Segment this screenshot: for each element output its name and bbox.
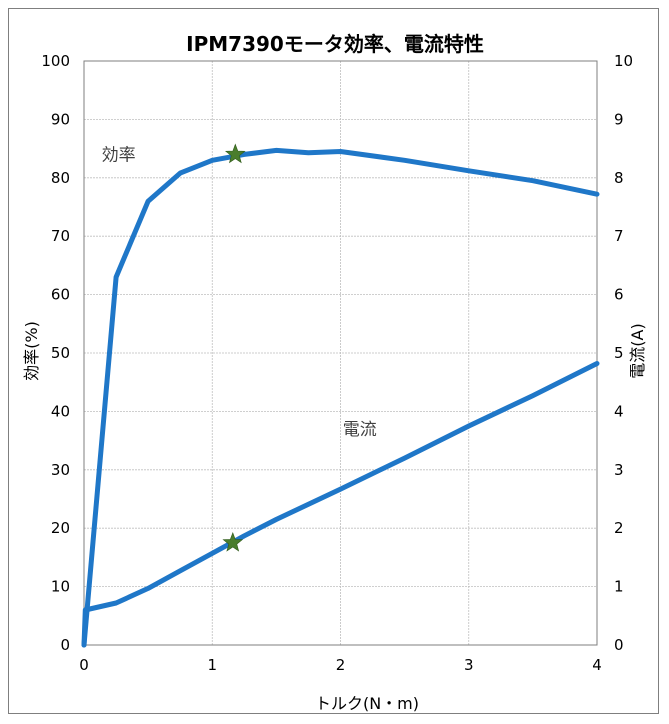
chart-title: IPM7390モータ効率、電流特性 [186, 32, 484, 56]
axes [83, 60, 598, 646]
x-tick-label: 4 [592, 656, 602, 674]
x-tick-label: 0 [79, 656, 89, 674]
series-annotation: 効率 [102, 145, 136, 165]
y-right-tick-label: 0 [614, 636, 624, 654]
y-right-tick-label: 10 [614, 52, 633, 70]
y-left-tick-label: 50 [51, 344, 70, 362]
star-marker [222, 531, 244, 552]
y-right-tick-label: 6 [614, 286, 624, 304]
y-left-tick-label: 30 [51, 461, 70, 479]
y-left-tick-label: 90 [51, 110, 70, 128]
y-left-tick-label: 70 [51, 227, 70, 245]
x-tick-label: 1 [207, 656, 217, 674]
series-annotation: 電流 [343, 420, 377, 440]
x-axis-title: トルク(N・m) [315, 694, 419, 713]
y-right-axis-title: 電流(A) [628, 323, 647, 378]
x-tick-label: 2 [336, 656, 346, 674]
y-left-axis-title: 効率(%) [22, 321, 41, 381]
star-marker [224, 143, 246, 164]
y-right-tick-label: 2 [614, 519, 624, 537]
series-markers [222, 143, 246, 552]
y-left-tick-label: 60 [51, 286, 70, 304]
series-lines [81, 147, 600, 648]
y-left-tick-label: 100 [41, 52, 70, 70]
y-left-tick-label: 40 [51, 402, 70, 420]
x-tick-label: 3 [464, 656, 474, 674]
y-left-tick-label: 0 [60, 636, 70, 654]
y-right-tick-label: 1 [614, 578, 624, 596]
y-right-tick-label: 9 [614, 110, 624, 128]
y-left-tick-label: 80 [51, 169, 70, 187]
y-right-tick-label: 4 [614, 402, 624, 420]
y-left-tick-label: 10 [51, 578, 70, 596]
series-line [81, 361, 600, 648]
y-right-tick-label: 8 [614, 169, 624, 187]
plot-border [83, 60, 598, 646]
y-left-tick-label: 20 [51, 519, 70, 537]
y-right-tick-label: 3 [614, 461, 624, 479]
y-right-tick-label: 7 [614, 227, 624, 245]
y-right-tick-label: 5 [614, 344, 624, 362]
series-line [81, 147, 600, 648]
